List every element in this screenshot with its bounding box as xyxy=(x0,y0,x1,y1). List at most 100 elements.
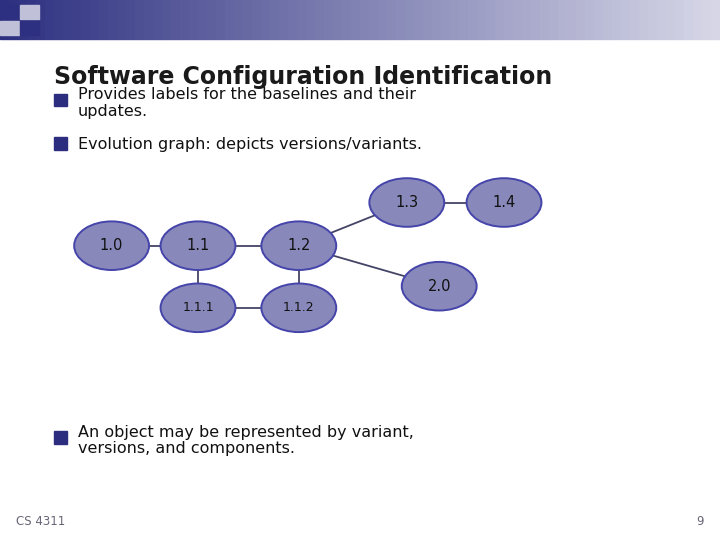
Bar xyxy=(54,431,67,444)
Text: 1.1.1: 1.1.1 xyxy=(182,301,214,314)
Bar xyxy=(459,0,468,39)
Text: 1.1: 1.1 xyxy=(186,238,210,253)
Bar xyxy=(0,0,9,39)
Bar xyxy=(567,0,576,39)
Text: 1.2: 1.2 xyxy=(287,238,310,253)
Bar xyxy=(333,0,342,39)
Bar xyxy=(126,0,135,39)
Bar xyxy=(342,0,351,39)
Bar xyxy=(369,0,378,39)
Bar xyxy=(684,0,693,39)
Bar xyxy=(558,0,567,39)
Bar xyxy=(513,0,522,39)
Bar xyxy=(387,0,396,39)
Bar xyxy=(441,0,450,39)
Bar xyxy=(396,0,405,39)
Text: versions, and components.: versions, and components. xyxy=(78,441,294,456)
Text: 9: 9 xyxy=(697,515,704,528)
Bar xyxy=(45,0,54,39)
Bar xyxy=(423,0,432,39)
Bar xyxy=(351,0,360,39)
Bar xyxy=(639,0,648,39)
Ellipse shape xyxy=(369,178,444,227)
Bar xyxy=(450,0,459,39)
Bar xyxy=(36,0,45,39)
Bar xyxy=(306,0,315,39)
Bar xyxy=(162,0,171,39)
Bar xyxy=(117,0,126,39)
Bar xyxy=(612,0,621,39)
Bar xyxy=(522,0,531,39)
Bar xyxy=(288,0,297,39)
Text: 1.0: 1.0 xyxy=(100,238,123,253)
Bar xyxy=(198,0,207,39)
Bar xyxy=(54,137,67,150)
Bar xyxy=(666,0,675,39)
Ellipse shape xyxy=(74,221,149,270)
Bar xyxy=(405,0,414,39)
Bar xyxy=(279,0,288,39)
Bar xyxy=(324,0,333,39)
Ellipse shape xyxy=(467,178,541,227)
Text: Provides labels for the baselines and their: Provides labels for the baselines and th… xyxy=(78,87,415,102)
Bar xyxy=(495,0,504,39)
Bar xyxy=(180,0,189,39)
Bar xyxy=(243,0,252,39)
Bar xyxy=(486,0,495,39)
Bar xyxy=(99,0,108,39)
Bar xyxy=(54,0,63,39)
Bar xyxy=(207,0,216,39)
Bar xyxy=(648,0,657,39)
Text: Evolution graph: depicts versions/variants.: Evolution graph: depicts versions/varian… xyxy=(78,137,422,152)
Bar xyxy=(27,0,36,39)
Bar xyxy=(252,0,261,39)
Bar xyxy=(81,0,90,39)
Bar xyxy=(594,0,603,39)
Bar xyxy=(378,0,387,39)
Bar xyxy=(477,0,486,39)
Bar xyxy=(0,21,19,35)
Bar xyxy=(360,0,369,39)
Bar xyxy=(9,0,18,39)
Bar xyxy=(630,0,639,39)
Bar xyxy=(621,0,630,39)
Ellipse shape xyxy=(161,284,235,332)
Bar xyxy=(414,0,423,39)
Text: An object may be represented by variant,: An object may be represented by variant, xyxy=(78,424,413,440)
Bar xyxy=(234,0,243,39)
Bar xyxy=(504,0,513,39)
Bar xyxy=(711,0,720,39)
Ellipse shape xyxy=(161,221,235,270)
Bar xyxy=(20,21,39,35)
Bar xyxy=(270,0,279,39)
Bar xyxy=(315,0,324,39)
Bar xyxy=(153,0,162,39)
Bar xyxy=(585,0,594,39)
Bar xyxy=(18,0,27,39)
Bar xyxy=(657,0,666,39)
Text: 2.0: 2.0 xyxy=(428,279,451,294)
Bar xyxy=(261,0,270,39)
Bar xyxy=(171,0,180,39)
Text: 1.1.2: 1.1.2 xyxy=(283,301,315,314)
Text: Software Configuration Identification: Software Configuration Identification xyxy=(54,65,552,89)
Ellipse shape xyxy=(261,284,336,332)
Bar xyxy=(468,0,477,39)
Text: 1.4: 1.4 xyxy=(492,195,516,210)
Bar xyxy=(90,0,99,39)
Bar xyxy=(72,0,81,39)
Bar xyxy=(20,5,39,19)
Text: 1.3: 1.3 xyxy=(395,195,418,210)
Bar xyxy=(693,0,702,39)
Bar xyxy=(135,0,144,39)
Bar xyxy=(108,0,117,39)
Bar xyxy=(54,94,67,106)
Text: CS 4311: CS 4311 xyxy=(16,515,65,528)
Bar xyxy=(603,0,612,39)
Bar xyxy=(675,0,684,39)
Text: updates.: updates. xyxy=(78,104,148,119)
Bar xyxy=(549,0,558,39)
Bar xyxy=(144,0,153,39)
Ellipse shape xyxy=(261,221,336,270)
Bar xyxy=(63,0,72,39)
